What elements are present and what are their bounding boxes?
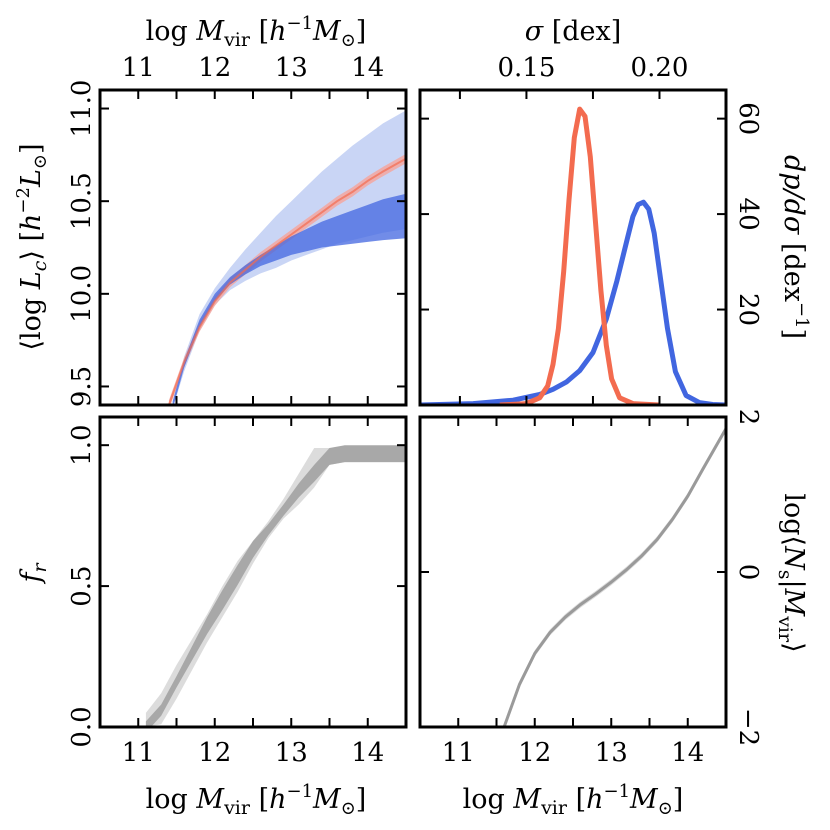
bottom-right-ylabel: log⟨Ns|Mvir⟩: [774, 493, 809, 652]
plot-area: [502, 425, 726, 727]
y-tick-label: 2: [733, 409, 763, 426]
top-right-xlabel: σ [dex]: [525, 16, 622, 47]
occupation-band: [504, 425, 726, 727]
y-tick-label: 9.5: [67, 366, 97, 407]
x-tick-label: 14: [351, 53, 384, 83]
plot-area: [167, 110, 406, 405]
x-tick-label: 14: [671, 738, 704, 768]
bottom-left-xlabel: log Mvir [h−1M⊙]: [146, 781, 367, 819]
top-left-ylabel: ⟨log Lc⟩ [h−2L⊙]: [13, 143, 51, 350]
x-tick-label: 0.20: [631, 53, 689, 83]
y-tick-label: 1.0: [67, 425, 97, 466]
bottom-left-ylabel: fr: [16, 562, 51, 585]
red-posterior-line: [499, 106, 660, 405]
plot-area: [420, 106, 726, 405]
axes-frame: [418, 88, 728, 407]
x-tick-label: 13: [275, 738, 308, 768]
x-tick-label: 0.15: [497, 53, 555, 83]
x-tick-label: 11: [442, 738, 475, 768]
top-right-ylabel: dp/dσ [dex−1]: [778, 155, 812, 339]
y-tick-label: 10.0: [67, 265, 97, 323]
blue-inner-band: [172, 193, 406, 405]
x-tick-label: 14: [351, 738, 384, 768]
y-tick-label: 20: [733, 293, 763, 326]
axes-frame: [98, 415, 408, 729]
panel-scatter-posterior: 0.15 0.20 20 40 60: [418, 53, 763, 407]
bottom-right-xlabel: log Mvir [h−1M⊙]: [463, 781, 684, 819]
y-tick-label: −2: [733, 708, 763, 746]
blue-outer-band: [172, 110, 406, 405]
panel-red-fraction: 11 12 13 14 0.0 0.5 1.0: [67, 415, 408, 768]
red-fraction-inner-band: [145, 445, 406, 727]
x-tick-label: 12: [198, 738, 231, 768]
blue-posterior-line: [420, 199, 726, 405]
x-tick-label: 12: [518, 738, 551, 768]
y-tick-label: 0: [733, 564, 763, 581]
x-tick-label: 11: [122, 53, 155, 83]
x-tick-label: 12: [198, 53, 231, 83]
panel-central-luminosity: 11 12 13 14 9.5 10.0 10.5 11.0: [67, 53, 408, 407]
y-tick-label: 11.0: [67, 80, 97, 138]
plot-area: [145, 445, 406, 727]
red-line: [167, 157, 406, 405]
y-tick-label: 0.0: [67, 706, 97, 747]
red-fraction-outer-band: [145, 448, 406, 727]
y-tick-label: 10.5: [67, 172, 97, 230]
axes-frame: [418, 415, 728, 729]
y-tick-label: 0.5: [67, 565, 97, 606]
x-tick-label: 13: [595, 738, 628, 768]
x-tick-label: 13: [275, 53, 308, 83]
top-left-xlabel: log Mvir [h−1M⊙]: [146, 13, 367, 51]
x-tick-label: 11: [122, 738, 155, 768]
panel-satellite-occupation: 11 12 13 14 −2 0 2: [418, 409, 763, 768]
occupation-line: [502, 427, 726, 727]
y-tick-label: 60: [733, 102, 763, 135]
y-tick-label: 40: [733, 198, 763, 231]
